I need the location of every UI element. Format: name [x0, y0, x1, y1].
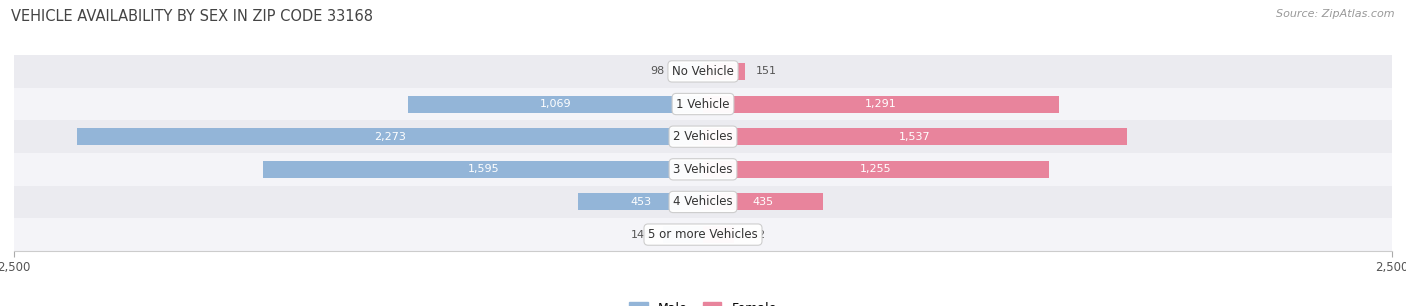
Text: 453: 453 [630, 197, 651, 207]
Text: 112: 112 [745, 230, 766, 240]
Bar [408, 95, 703, 113]
Legend: Male, Female: Male, Female [626, 299, 780, 306]
Text: VEHICLE AVAILABILITY BY SEX IN ZIP CODE 33168: VEHICLE AVAILABILITY BY SEX IN ZIP CODE … [11, 9, 373, 24]
Text: 2 Vehicles: 2 Vehicles [673, 130, 733, 143]
Bar [14, 153, 1392, 186]
Bar [14, 88, 1392, 120]
Text: Source: ZipAtlas.com: Source: ZipAtlas.com [1277, 9, 1395, 19]
Bar [14, 218, 1392, 251]
Text: No Vehicle: No Vehicle [672, 65, 734, 78]
Text: 1,069: 1,069 [540, 99, 571, 109]
Bar [14, 55, 1392, 88]
Bar [703, 63, 745, 80]
Text: 1,595: 1,595 [467, 164, 499, 174]
Bar [703, 95, 1059, 113]
Bar [578, 193, 703, 211]
Text: 151: 151 [755, 66, 776, 76]
Text: 1 Vehicle: 1 Vehicle [676, 98, 730, 110]
Text: 1,537: 1,537 [898, 132, 931, 142]
Bar [703, 161, 1049, 178]
Text: 4 Vehicles: 4 Vehicles [673, 196, 733, 208]
Text: 2,273: 2,273 [374, 132, 406, 142]
Bar [14, 186, 1392, 218]
Text: 5 or more Vehicles: 5 or more Vehicles [648, 228, 758, 241]
Text: 146: 146 [631, 230, 652, 240]
Bar [703, 193, 823, 211]
Bar [703, 226, 734, 243]
Text: 435: 435 [752, 197, 773, 207]
Bar [76, 128, 703, 145]
Bar [676, 63, 703, 80]
Text: 1,291: 1,291 [865, 99, 897, 109]
Bar [662, 226, 703, 243]
Bar [14, 120, 1392, 153]
Text: 98: 98 [651, 66, 665, 76]
Text: 3 Vehicles: 3 Vehicles [673, 163, 733, 176]
Text: 1,255: 1,255 [860, 164, 891, 174]
Bar [703, 128, 1126, 145]
Bar [263, 161, 703, 178]
